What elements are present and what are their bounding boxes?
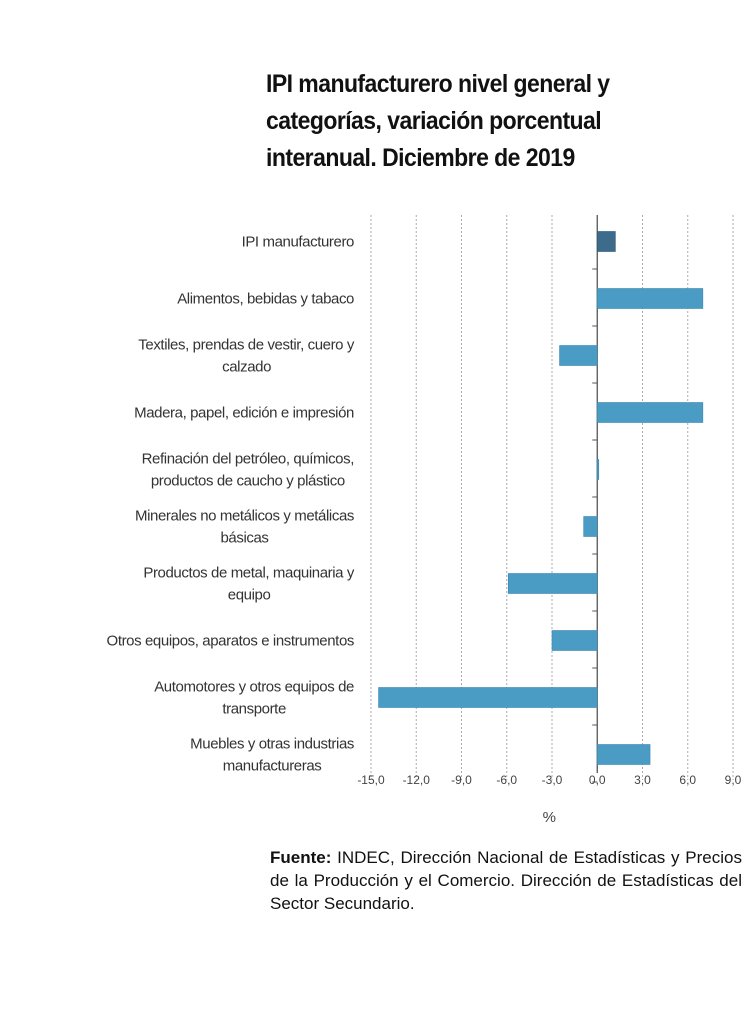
bar-chart: -15,0 -12,0 -9,0 -6,0 -3,0 0,0 3,0 6,0 9,0 IPI ma… [107,215,742,826]
x-tick-label: 3,0 [634,773,651,787]
chart-title: IPI manufacturero nivel general y catego… [266,70,610,172]
category-label: Alimentos, bebidas y tabaco [177,291,354,308]
x-tick-label: -15,0 [357,773,385,787]
category-label: Textiles, prendas de vestir, cuero y calz… [138,337,355,376]
source-label: Fuente: [270,848,332,867]
x-tick-label: -6,0 [496,773,517,787]
x-tick-label: 6,0 [679,773,696,787]
x-tick-label: -12,0 [403,773,431,787]
source-text: INDEC, Dirección Nacional de Estadística… [270,848,742,913]
bar [551,630,598,651]
source-note: Fuente: INDEC, Dirección Nacional de Est… [270,846,742,915]
bar [596,288,704,309]
category-label: Productos de metal, maquinaria y equipo [143,565,355,604]
x-tick-label: 9,0 [725,773,742,787]
bar [596,402,704,423]
bar [596,231,616,252]
x-tick-label: 0,0 [589,773,606,787]
category-label: Madera, papel, edición e impresión [134,405,354,422]
x-tick-label: -3,0 [542,773,563,787]
category-label: IPI manufacturero [242,234,354,251]
bar [596,459,600,480]
bar [559,345,598,366]
category-label: Refinación del petróleo, químicos, produc… [142,451,354,490]
category-label: Minerales no metálicos y metálicas básica… [135,508,354,547]
category-label: Otros equipos, aparatos e instrumentos [107,633,354,650]
bar [583,516,598,537]
bar [507,573,598,594]
bar [596,744,651,765]
category-label: Automotores y otros equipos de transporte [154,679,354,718]
bar [378,687,598,708]
x-tick-label: -9,0 [451,773,472,787]
category-label: Muebles y otras industrias manufactureras [190,736,354,775]
x-axis-label: % [543,809,556,826]
